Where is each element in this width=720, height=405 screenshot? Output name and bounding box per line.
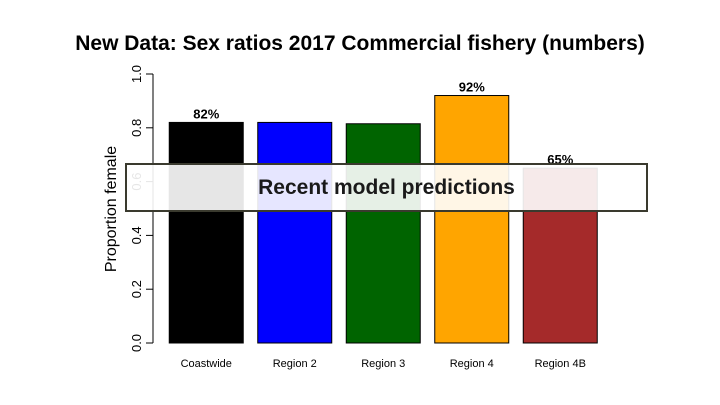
y-tick-label: 0.2 xyxy=(129,280,144,298)
x-tick-label: Region 4 xyxy=(450,358,494,370)
banner-text: Recent model predictions xyxy=(258,175,515,199)
x-tick-label: Region 2 xyxy=(273,358,317,370)
y-axis-label: Proportion female xyxy=(103,146,120,272)
y-tick-label: 0.0 xyxy=(129,334,144,352)
bar-region-4 xyxy=(434,95,510,344)
y-tick-label: 1.0 xyxy=(129,65,144,83)
x-tick-label: Region 3 xyxy=(361,358,405,370)
x-tick-label: Coastwide xyxy=(181,358,232,370)
y-tick-label: 0.4 xyxy=(129,226,144,244)
bar-coastwide xyxy=(168,121,244,344)
model-predictions-banner: Recent model predictions xyxy=(125,163,648,212)
x-tick-label: Region 4B xyxy=(535,358,586,370)
x-tick-labels: Coastwide Region 2 Region 3 Region 4 Region … xyxy=(181,358,586,370)
value-label: 92% xyxy=(459,80,485,95)
bars xyxy=(168,95,598,344)
value-label: 82% xyxy=(193,106,219,121)
chart-title: New Data: Sex ratios 2017 Commercial fis… xyxy=(75,32,645,55)
bar-region-3 xyxy=(345,123,421,344)
y-tick-label: 0.8 xyxy=(129,119,144,137)
bar-region-2 xyxy=(257,121,333,344)
